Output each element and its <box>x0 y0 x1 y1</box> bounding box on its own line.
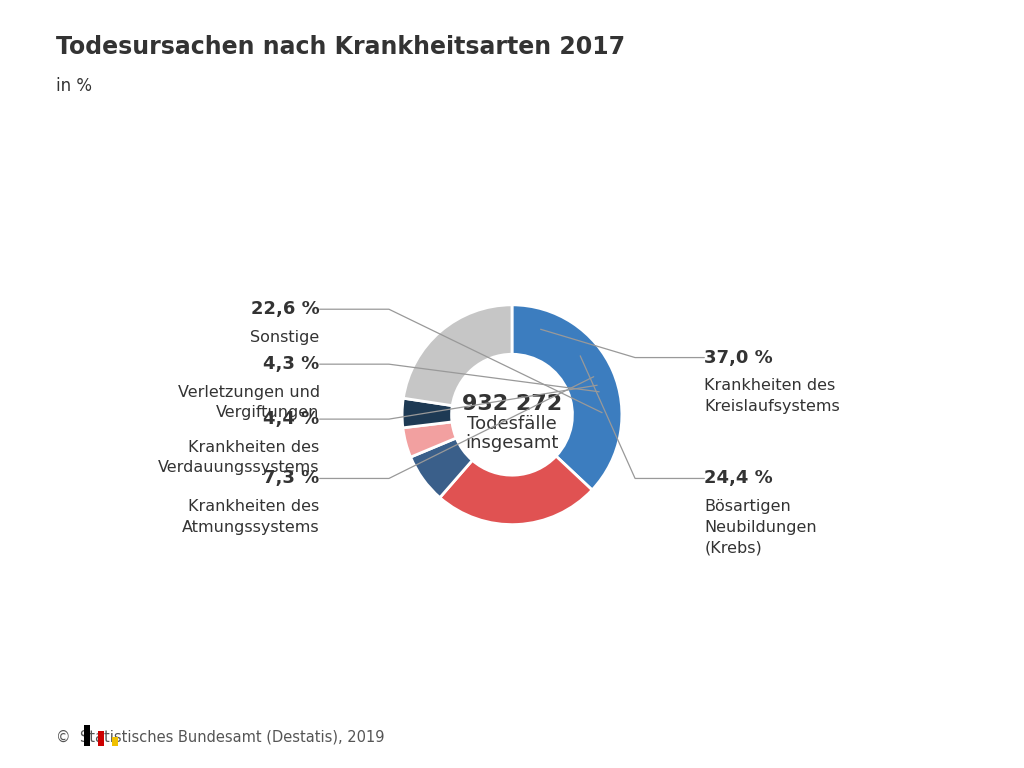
Text: 24,4 %: 24,4 % <box>705 469 773 488</box>
Text: 4,4 %: 4,4 % <box>263 410 319 428</box>
Text: Krankheiten des
Kreislaufsystems: Krankheiten des Kreislaufsystems <box>705 379 840 414</box>
Wedge shape <box>402 422 457 457</box>
Text: 932 272: 932 272 <box>462 394 562 414</box>
Text: 7,3 %: 7,3 % <box>263 469 319 488</box>
Text: Todesfälle: Todesfälle <box>467 415 557 432</box>
Text: Bösartigen
Neubildungen
(Krebs): Bösartigen Neubildungen (Krebs) <box>705 499 817 555</box>
Text: ©  Statistisches Bundesamt (Destatis), 2019: © Statistisches Bundesamt (Destatis), 20… <box>56 730 385 745</box>
Text: 4,3 %: 4,3 % <box>263 355 319 373</box>
Text: insgesamt: insgesamt <box>465 434 559 452</box>
Wedge shape <box>440 456 592 525</box>
Text: Krankheiten des
Verdauungssystems: Krankheiten des Verdauungssystems <box>158 440 319 475</box>
Text: 37,0 %: 37,0 % <box>705 349 773 366</box>
Text: Todesursachen nach Krankheitsarten 2017: Todesursachen nach Krankheitsarten 2017 <box>56 35 626 58</box>
Text: Krankheiten des
Atmungssystems: Krankheiten des Atmungssystems <box>182 499 319 535</box>
Text: Sonstige: Sonstige <box>251 330 319 345</box>
Text: 22,6 %: 22,6 % <box>251 300 319 318</box>
Wedge shape <box>411 438 472 498</box>
Wedge shape <box>403 305 512 406</box>
Wedge shape <box>402 399 453 428</box>
Wedge shape <box>512 305 622 490</box>
Text: Verletzungen und
Vergiftungen: Verletzungen und Vergiftungen <box>177 385 319 420</box>
Text: in %: in % <box>56 77 92 94</box>
